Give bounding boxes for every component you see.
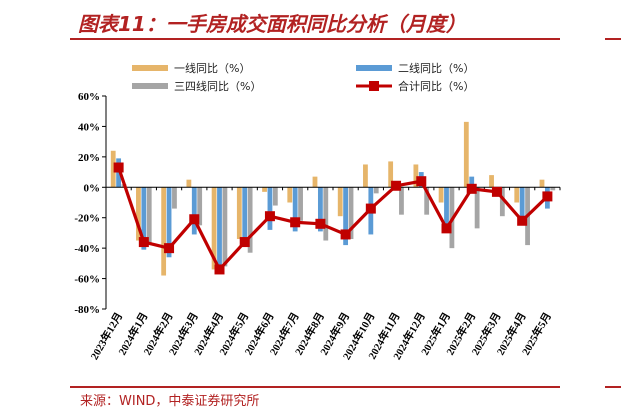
y-tick-label: 60% [78,91,100,103]
bar-series3-8 [323,187,329,241]
total-marker-7 [290,217,301,228]
bar-series1-4 [211,187,217,270]
bar-series3-14 [474,187,480,229]
bar-series3-2 [172,187,177,209]
edge-rule-top [605,38,621,40]
legend-swatch-series3 [132,83,168,89]
bar-series1-1 [136,187,141,241]
bar-series1-5 [236,187,242,240]
source-note: 来源：WIND，中泰证券研究所 [80,394,260,409]
bar-series3-3 [197,187,203,226]
total-marker-1 [138,237,149,248]
legend-label: 二线同比（%） [398,61,474,75]
total-marker-12 [416,176,427,187]
legend-label: 一线同比（%） [174,61,250,75]
bar-series3-5 [247,187,253,253]
bar-series3-12 [424,187,430,215]
bar-series1-14 [463,121,469,188]
total-marker-10 [365,203,376,214]
total-marker-13 [441,223,452,234]
bar-series2-14 [469,176,475,188]
bar-series2-13 [444,187,449,229]
bar-series2-0 [116,158,122,188]
legend-marker-total [369,81,379,91]
bar-series2-5 [242,187,248,243]
legend-label: 合计同比（%） [398,79,474,93]
legend-label: 三四线同比（%） [174,79,261,93]
bar-series1-8 [312,176,318,188]
bar-series1-7 [287,187,293,203]
bar-series2-4 [217,187,222,275]
edge-rule-bottom [605,386,621,388]
y-tick-label: -20% [74,213,100,225]
total-marker-6 [264,211,275,222]
total-marker-5 [239,237,250,248]
bar-series2-6 [267,187,273,230]
title-rule [70,38,560,40]
bar-series3-4 [222,187,228,267]
y-tick-label: 0% [84,182,101,194]
y-tick-label: -80% [74,304,100,316]
total-marker-11 [391,180,402,191]
total-marker-2 [164,243,175,254]
total-marker-8 [315,218,326,229]
y-tick-label: 40% [78,121,100,133]
bar-series1-6 [262,187,267,192]
source-rule [70,386,560,388]
bar-series2-1 [141,187,147,250]
bar-series1-12 [413,164,419,188]
chart-svg: 60%40%20%0%-20%-40%-60%-80%2023年12月2024年… [66,56,566,380]
bar-series2-7 [292,187,298,232]
total-marker-17 [542,191,553,202]
bar-series1-17 [539,179,545,188]
bar-series1-10 [363,164,368,188]
bar-series3-17 [550,187,556,191]
bar-series1-11 [388,161,394,188]
bar-series3-11 [399,187,404,215]
total-marker-15 [491,186,502,197]
total-marker-0 [113,162,124,173]
total-marker-16 [517,215,528,226]
bar-series1-15 [489,175,494,188]
bar-series2-9 [343,187,349,246]
chart-container: 60% 40% 20% 0% -20% -40% -60% -80% 2023年12月 2024年… [66,56,566,380]
bar-series3-15 [499,187,505,217]
bar-series1-2 [161,187,167,276]
y-tick-label: -40% [74,243,100,255]
bar-series2-16 [519,187,525,218]
bar-series1-3 [186,179,192,188]
bar-series2-8 [317,187,323,232]
bar-series3-9 [348,187,354,240]
bar-series3-6 [272,187,278,206]
y-tick-label: -60% [74,274,100,286]
bar-series1-13 [438,187,444,203]
bar-series1-9 [337,187,343,217]
bar-series3-10 [373,187,379,194]
y-tick-label: 20% [78,152,100,164]
total-marker-14 [466,183,477,194]
bar-series1-0 [110,150,116,188]
total-marker-3 [189,214,200,225]
legend-swatch-series1 [132,65,168,71]
figure-title: 图表11：一手房成交面积同比分析（月度） [78,12,466,36]
bar-series3-1 [146,187,152,246]
bar-series2-2 [166,187,172,258]
legend-swatch-series2 [356,65,392,71]
bar-series3-7 [298,187,303,221]
bar-series1-16 [514,187,520,203]
total-marker-4 [214,264,225,275]
bar-series2-3 [191,187,197,235]
total-marker-9 [340,229,351,240]
